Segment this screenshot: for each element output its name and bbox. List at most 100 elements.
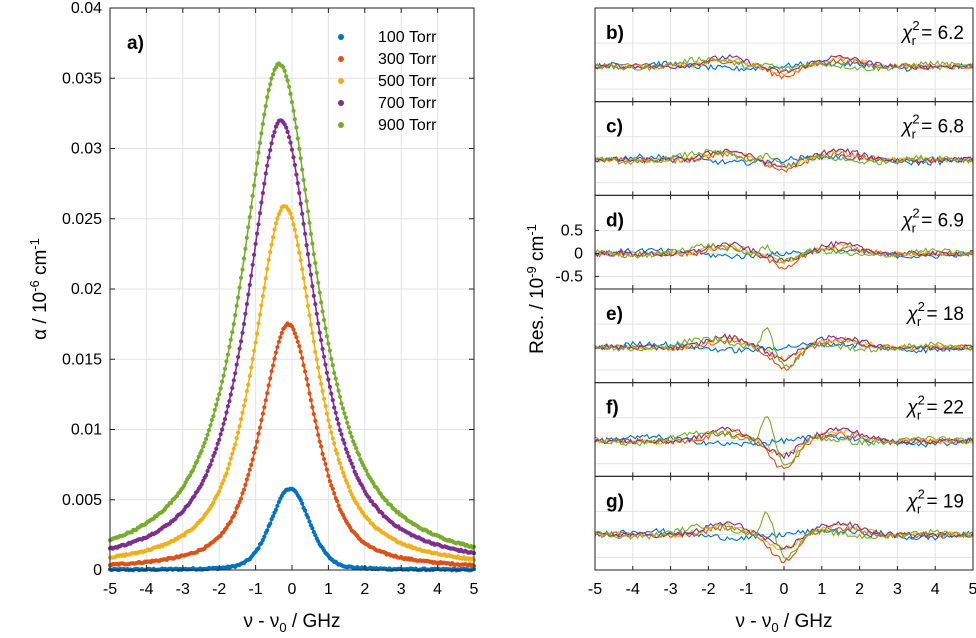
residual-line: [594, 243, 974, 265]
data-point: [294, 125, 299, 130]
data-point: [294, 172, 299, 177]
data-point: [240, 267, 245, 272]
legend-marker: [338, 78, 344, 84]
data-point: [323, 362, 328, 367]
data-point: [227, 399, 232, 404]
data-point: [323, 326, 328, 331]
data-point: [231, 322, 236, 327]
data-point: [352, 442, 357, 447]
data-point: [241, 256, 247, 261]
data-point: [212, 450, 217, 455]
data-point: [321, 396, 327, 401]
data-point: [192, 464, 197, 469]
data-point: [241, 487, 247, 492]
data-point: [243, 398, 248, 403]
data-point: [285, 129, 290, 134]
data-point: [228, 519, 233, 524]
data-point: [297, 190, 302, 196]
x-tick-label: -3: [176, 581, 190, 598]
data-point: [339, 432, 344, 437]
data-point: [202, 440, 207, 446]
data-point: [329, 430, 334, 435]
panel-label: d): [606, 210, 624, 231]
data-point: [233, 510, 238, 515]
data-point: [349, 461, 354, 466]
data-point: [307, 263, 312, 268]
legend-label: 900 Torr: [378, 117, 437, 134]
data-point: [298, 156, 303, 161]
data-point: [228, 456, 233, 461]
legend-marker: [338, 56, 344, 62]
data-point: [371, 481, 376, 486]
data-point: [211, 500, 216, 505]
data-point: [256, 431, 261, 436]
data-point: [314, 311, 319, 316]
data-point: [250, 457, 255, 462]
data-point: [209, 417, 214, 423]
chi-squared-label: χ2 r = 18: [905, 299, 964, 329]
data-point: [250, 356, 255, 362]
data-point: [268, 148, 273, 153]
data-point: [323, 461, 328, 467]
x-tick-label: 2: [360, 581, 369, 598]
data-point: [320, 389, 325, 394]
data-point: [345, 481, 350, 486]
data-point: [217, 392, 222, 397]
y-tick-label: 0: [93, 562, 102, 579]
data-point: [311, 529, 316, 535]
data-point: [259, 303, 264, 308]
data-point: [307, 220, 312, 225]
data-point: [253, 445, 258, 450]
data-point: [291, 155, 296, 160]
data-point: [329, 356, 334, 362]
data-point: [271, 235, 276, 240]
data-point: [332, 441, 337, 446]
data-point: [308, 272, 313, 277]
data-point: [244, 301, 249, 307]
data-point: [237, 285, 242, 290]
left-chart: -5 -4 -3 -2 -1 0 1 2 3 4 5 0 0.005 0.01 0.015 0.02 0.025…: [27, 0, 479, 635]
data-point: [337, 394, 343, 399]
panel-label: b): [606, 23, 624, 44]
residual-line: [594, 59, 974, 72]
right-x-axis-label: ν - ν0​ / GHz: [736, 611, 833, 635]
data-point: [255, 331, 260, 336]
data-point: [340, 470, 346, 475]
data-point: [313, 533, 318, 538]
data-point: [266, 257, 271, 262]
data-point: [295, 136, 300, 141]
data-point: [295, 181, 300, 186]
data-point: [333, 410, 338, 415]
data-point: [238, 496, 244, 501]
data-point: [208, 462, 213, 467]
data-point: [224, 359, 229, 364]
data-point: [192, 494, 197, 499]
data-point: [297, 146, 302, 151]
x-tick-label: -4: [626, 581, 640, 598]
data-point: [300, 167, 305, 172]
data-point: [217, 489, 222, 494]
legend-marker: [338, 34, 344, 40]
data-point: [317, 439, 322, 444]
data-point: [259, 131, 264, 136]
data-point: [333, 376, 338, 381]
residual-line: [594, 148, 974, 169]
data-point: [275, 345, 280, 350]
legend-label: 100 Torr: [378, 29, 437, 46]
right-y-axis-label: Res. / 10-9​ cm-1​: [524, 224, 548, 354]
data-point: [288, 140, 293, 145]
data-point: [234, 436, 239, 441]
data-point: [337, 461, 343, 466]
legend-label: 700 Torr: [378, 95, 437, 112]
data-point: [314, 357, 319, 362]
x-tick-label: -5: [103, 581, 117, 598]
chi-squared-label: χ2 r = 6.8: [900, 112, 964, 142]
left-x-axis-label: ν - ν0​ / GHz: [244, 611, 341, 635]
data-point: [238, 275, 244, 280]
data-point: [278, 209, 283, 214]
data-point: [252, 252, 257, 257]
data-point: [218, 386, 223, 391]
data-point: [308, 398, 313, 403]
x-tick-label: 0: [288, 581, 297, 598]
